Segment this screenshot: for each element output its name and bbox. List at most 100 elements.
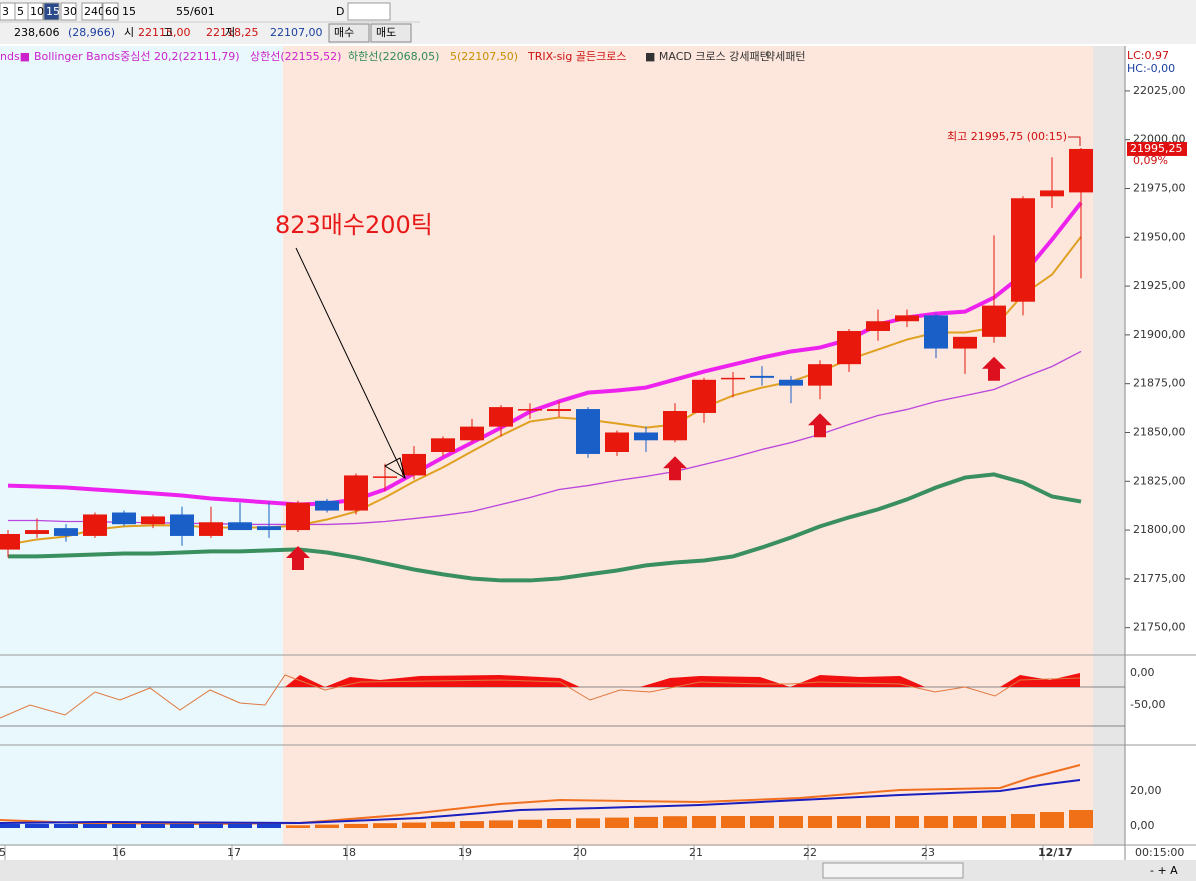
timeframe-button[interactable] [27, 2, 44, 21]
candle-body [866, 321, 890, 331]
x-tick-label: 20 [573, 846, 587, 859]
timeframe-button[interactable] [43, 2, 60, 21]
x-tick-label: 16 [112, 846, 126, 859]
price-tag-text: 21995,25 [1130, 142, 1183, 155]
legend-entry: 5(22107,50) [450, 50, 518, 63]
x-tick-label: 21 [689, 846, 703, 859]
histogram-bar [489, 820, 513, 828]
histogram-bar [373, 823, 397, 828]
candle-body [257, 526, 281, 531]
legend-entry: 하한선(22068,05) [348, 49, 439, 63]
y-tick-label: 21825,00 [1133, 474, 1186, 487]
legend-entry: ■ MACD 크로스 강세패턴 [645, 50, 770, 63]
histogram-bar [866, 816, 890, 828]
histogram-bar [112, 824, 136, 828]
histogram-bar [315, 824, 339, 828]
candle-body [895, 315, 919, 322]
y-tick-label: 21900,00 [1133, 328, 1186, 341]
candle-body [373, 476, 397, 478]
time-label: 00:15:00 [1135, 846, 1184, 859]
buy-signal-arrow [286, 546, 310, 571]
scroll-controls[interactable] [822, 862, 964, 879]
candle-body [1011, 198, 1035, 302]
scrollbar[interactable] [0, 860, 1196, 881]
axis-bg [1125, 46, 1196, 881]
histogram [0, 810, 1093, 828]
toolbar-text: 매수 [334, 26, 354, 39]
histogram-bar [547, 819, 571, 828]
toolbar-text: 238,606 [14, 26, 60, 39]
candle-body [344, 475, 368, 511]
buy-signal-arrow [982, 356, 1006, 381]
histogram-bar [228, 824, 252, 828]
lc-label: LC:0,97 [1127, 49, 1169, 62]
toolbar-text: 240 [84, 5, 105, 18]
toolbar-text: 30 [63, 5, 77, 18]
histogram-bar [518, 819, 542, 828]
note-arrow-head [383, 457, 406, 480]
candle-body [0, 533, 20, 550]
y-tick-label: 21950,00 [1133, 230, 1186, 243]
y-tick-label: 21875,00 [1133, 377, 1186, 390]
indicator-line [8, 472, 1082, 583]
y-tick-label: 21750,00 [1133, 621, 1186, 634]
legend-entry: 약세패턴 [765, 49, 805, 63]
x-tick-label: 23 [921, 846, 935, 859]
candle-body [808, 364, 832, 386]
timeframe-button[interactable] [102, 2, 119, 21]
toolbar-text: (28,966) [68, 26, 115, 39]
histogram-bar [286, 825, 310, 828]
histogram-bar [431, 821, 455, 828]
toolbar-text: 22107,00 [270, 26, 323, 39]
candle-body [25, 530, 49, 534]
toolbar-text: 22118,25 [206, 26, 259, 39]
histogram-bar [837, 816, 861, 828]
x-tick-label: 18 [342, 846, 356, 859]
histogram-bar [750, 816, 774, 828]
histogram-bar [141, 824, 165, 828]
histogram-bar [257, 824, 281, 828]
candle-body [199, 522, 223, 536]
candle-body [663, 411, 687, 441]
pad-bg [1093, 46, 1125, 846]
candle-body [431, 438, 455, 452]
histogram-bar [344, 823, 368, 828]
buy-signal-arrow [808, 413, 832, 438]
candle-body [750, 375, 774, 378]
timeframe-button[interactable] [81, 2, 103, 21]
candle-body [1069, 148, 1093, 193]
sub-axis-label: 0,00 [1130, 666, 1155, 679]
peak-pointer [1068, 136, 1081, 146]
candle-body [83, 514, 107, 536]
histogram-bar [982, 816, 1006, 828]
timeframe-button[interactable] [60, 2, 77, 21]
candle-body [837, 330, 861, 365]
peak-label: 최고 21995,75 (00:15) [947, 130, 1067, 143]
change-text: 0,09% [1133, 154, 1168, 167]
candle-body [779, 379, 803, 386]
candle-body [605, 432, 629, 452]
zoom-controls[interactable]: - + A [1150, 864, 1178, 877]
legend-entry: TRIX-sig 골든크로스 [527, 50, 626, 63]
candle-body [228, 522, 252, 531]
x-tick-label: 12/17 [1038, 846, 1073, 859]
note-text: 823매수200틱 [275, 211, 433, 239]
candle-body [634, 432, 658, 441]
toolbar-text: D [336, 5, 344, 18]
candle-body [518, 409, 542, 411]
toolbar-text: 15 [122, 5, 136, 18]
candle-body [112, 512, 136, 525]
histogram-bar [1069, 810, 1093, 828]
histogram-bar [924, 816, 948, 828]
histogram-bar [83, 824, 107, 828]
candle-body [982, 305, 1006, 337]
sub-axis-label: 0,00 [1130, 819, 1155, 832]
candle-body [141, 516, 165, 525]
toolbar-text: 22115,00 [138, 26, 191, 39]
order-button[interactable] [370, 23, 412, 43]
sub-axis-label: -50,00 [1130, 698, 1165, 711]
legend-entry: nds■ [0, 50, 30, 63]
signal-line [0, 779, 1081, 825]
order-button[interactable] [328, 23, 370, 43]
